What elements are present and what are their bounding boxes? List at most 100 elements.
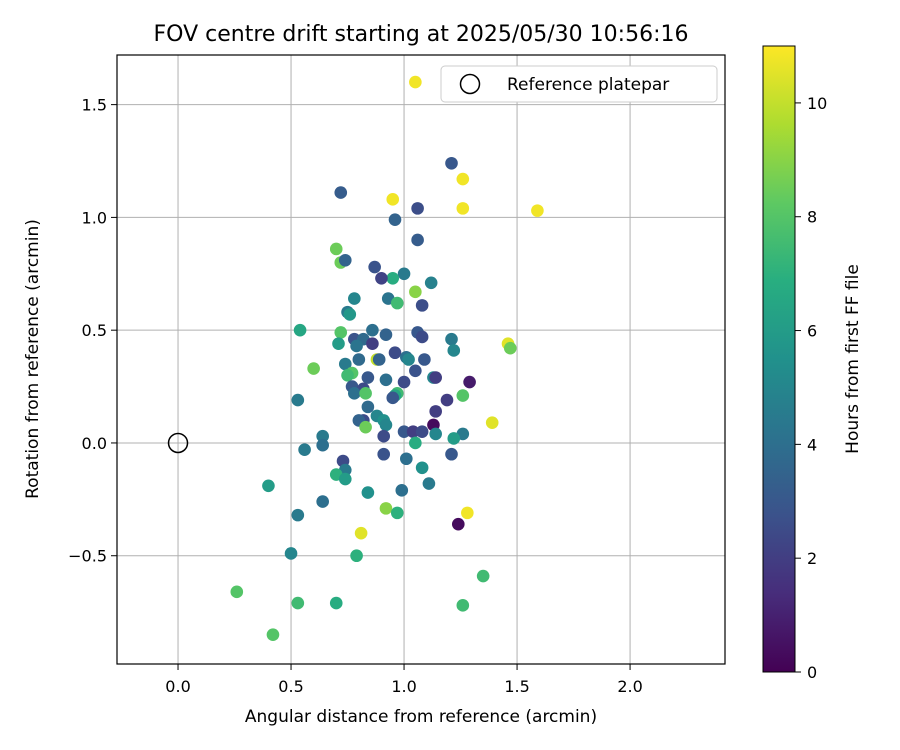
data-point [422,477,436,490]
data-point [409,436,422,450]
data-point [316,495,329,508]
data-point [456,599,470,612]
data-point [386,272,400,285]
data-point [316,429,329,443]
data-point [375,272,388,285]
data-point [266,628,280,641]
data-point [368,260,381,274]
data-point [411,233,424,247]
data-point [361,486,375,499]
data-point [359,420,372,434]
colorbar-tick-label: 4 [807,435,817,454]
colorbar-tick-label: 2 [807,549,817,568]
data-point [307,362,320,375]
x-tick-label: 0.0 [165,677,190,696]
data-point [456,202,470,215]
colorbar-tick-label: 6 [807,322,817,341]
data-point [386,391,400,405]
y-axis-label: Rotation from reference (arcmin) [23,219,43,499]
data-point [400,452,413,466]
data-point [338,357,352,371]
legend-marker-icon [459,73,481,95]
reference-platepar-marker [167,432,189,454]
data-point [409,364,422,378]
data-point [338,253,352,267]
data-point [334,326,348,339]
data-point [447,432,461,445]
plot-frame [116,54,726,665]
legend-entry-label: Reference platepar [507,75,669,95]
data-point [503,341,517,355]
data-point [429,371,442,384]
data-point [291,596,305,610]
data-point [293,323,307,337]
data-point [463,375,476,389]
data-point [388,346,402,360]
reference-marker-group [167,432,189,454]
data-point [429,427,442,441]
colorbar-tick-label: 10 [807,94,827,113]
data-point [348,387,361,400]
colorbar: 0 2 4 6 8 10 Hours from first FF file [762,45,863,682]
y-axis-ticks: −0.5 0.0 0.5 1.0 1.5 [68,96,117,566]
data-point [415,299,429,312]
data-point [366,337,379,351]
data-point [361,371,375,384]
data-point [338,472,352,486]
data-point [343,308,357,321]
y-tick-label: 1.5 [82,96,107,115]
data-point [291,393,305,407]
data-point [418,353,431,366]
data-point [445,156,458,170]
data-point [316,438,329,452]
grid-lines [117,55,725,664]
legend-box [440,65,718,103]
data-point [429,405,442,418]
data-point [415,461,429,475]
data-point [445,332,458,346]
x-axis-ticks: 0.0 0.5 1.0 1.5 2.0 [165,664,643,696]
data-point [461,506,474,520]
colorbar-ticks: 0 2 4 6 8 10 [795,94,827,682]
data-point [440,393,454,407]
data-points [230,75,544,641]
data-point [485,416,499,429]
data-point [291,508,305,522]
y-tick-label: 1.0 [82,208,107,227]
data-point [397,267,411,281]
data-point [415,425,429,438]
data-point [298,443,311,457]
data-point [390,296,404,310]
colorbar-gradient [762,45,796,673]
data-point [451,517,465,531]
data-point [341,368,354,382]
data-point [329,596,343,610]
data-point [352,353,366,366]
data-point [350,549,363,563]
colorbar-label: Hours from first FF file [843,264,863,454]
data-point [397,425,411,438]
data-point [406,425,420,438]
data-point [354,526,368,540]
data-point [445,447,458,461]
data-point [377,429,391,443]
data-point [329,242,343,256]
x-tick-label: 1.0 [391,677,416,696]
chart-title: FOV centre drift starting at 2025/05/30 … [154,22,689,47]
colorbar-tick-label: 0 [807,663,817,682]
data-point [230,585,244,599]
data-point [361,400,375,414]
x-tick-label: 0.5 [278,677,303,696]
data-point [372,353,386,366]
y-tick-label: 0.0 [82,434,107,453]
data-point [284,547,298,560]
data-point [332,337,345,351]
data-point [456,172,470,186]
data-point [377,447,391,461]
data-point [366,323,379,337]
data-point [447,344,461,357]
data-point [411,202,424,215]
data-point [388,213,402,226]
y-tick-label: 0.5 [82,321,107,340]
